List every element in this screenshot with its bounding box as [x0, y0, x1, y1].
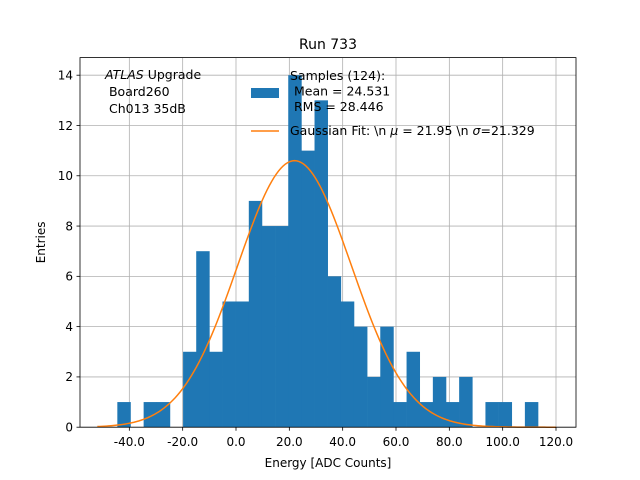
histogram-bars — [117, 75, 539, 428]
x-tick-label: -20.0 — [167, 435, 198, 449]
histogram-bar — [498, 402, 513, 428]
y-tick-label: 10 — [58, 169, 73, 183]
x-tick-label: 60.0 — [383, 435, 410, 449]
x-tick-label: -40.0 — [114, 435, 145, 449]
histogram-bar — [485, 402, 499, 428]
histogram-bar — [327, 276, 342, 428]
histogram-bar — [261, 226, 276, 428]
histogram-bar — [117, 402, 131, 428]
histogram-bar — [235, 301, 250, 428]
annotation-atlas: ATLAS — [104, 67, 144, 82]
legend-histogram-line: RMS = 28.446 — [290, 99, 384, 114]
x-tick-label: 20.0 — [276, 435, 303, 449]
histogram-bar — [393, 402, 407, 428]
x-axis-ticks: -40.0 -20.0 0.0 20.0 40.0 60.0 80.0 100.0 120.0 — [114, 427, 573, 449]
y-tick-label: 6 — [65, 270, 73, 284]
x-tick-label: 0.0 — [226, 435, 245, 449]
histogram-bar — [301, 150, 315, 428]
y-tick-label: 14 — [58, 69, 73, 83]
x-tick-label: 80.0 — [436, 435, 463, 449]
histogram-bar — [222, 301, 236, 428]
annotation-channel: Ch013 35dB — [105, 101, 186, 116]
histogram-bar — [183, 351, 197, 428]
annotation-board: Board260 — [105, 84, 170, 99]
atlas-annotation: ATLAS Upgrade Board260 Ch013 35dB — [104, 67, 201, 116]
histogram-bar — [459, 376, 473, 428]
histogram-bar — [524, 402, 539, 428]
legend-histogram-label: Samples (124): Mean = 24.531 RMS = 28.44… — [290, 68, 390, 114]
y-tick-label: 0 — [65, 421, 73, 435]
histogram-bar — [248, 200, 263, 428]
y-axis-ticks: 0 2 4 6 8 10 12 14 — [58, 69, 80, 435]
y-tick-label: 8 — [65, 219, 73, 233]
legend-fit-label: Gaussian Fit: \n μ = 21.95 \n σ=21.329 — [290, 123, 535, 138]
x-tick-label: 40.0 — [329, 435, 356, 449]
histogram-bar — [196, 251, 210, 428]
legend-histogram-swatch — [251, 88, 279, 98]
annotation-line-1: ATLAS Upgrade — [104, 67, 201, 82]
legend-histogram-line: Mean = 24.531 — [290, 84, 390, 99]
y-tick-label: 12 — [58, 119, 73, 133]
axes-frame — [79, 57, 577, 428]
histogram-bar — [353, 326, 368, 428]
gaussian-fit-curve — [97, 159, 556, 428]
y-tick-label: 2 — [65, 370, 73, 384]
x-tick-label: 100.0 — [485, 435, 519, 449]
histogram-bar — [209, 351, 223, 428]
chart-title: Run 733 — [299, 37, 357, 53]
histogram-bar — [275, 226, 289, 428]
y-tick-label: 4 — [65, 320, 73, 334]
legend-histogram-line: Samples (124): — [290, 68, 385, 83]
annotation-upgrade: Upgrade — [144, 67, 202, 82]
x-tick-label: 120.0 — [539, 435, 573, 449]
histogram-bar — [406, 351, 421, 428]
histogram-bar — [156, 402, 171, 428]
x-axis-label: Energy [ADC Counts] — [265, 456, 392, 470]
histogram-bar — [380, 326, 394, 428]
histogram-bar — [314, 100, 328, 428]
histogram-bar — [143, 402, 158, 428]
legend: Samples (124): Mean = 24.531 RMS = 28.44… — [251, 68, 535, 138]
y-axis-label: Entries — [34, 222, 48, 264]
histogram-bar — [288, 75, 302, 428]
histogram-bar — [340, 301, 355, 428]
histogram-bar — [367, 376, 381, 428]
histogram-bar — [419, 402, 434, 428]
